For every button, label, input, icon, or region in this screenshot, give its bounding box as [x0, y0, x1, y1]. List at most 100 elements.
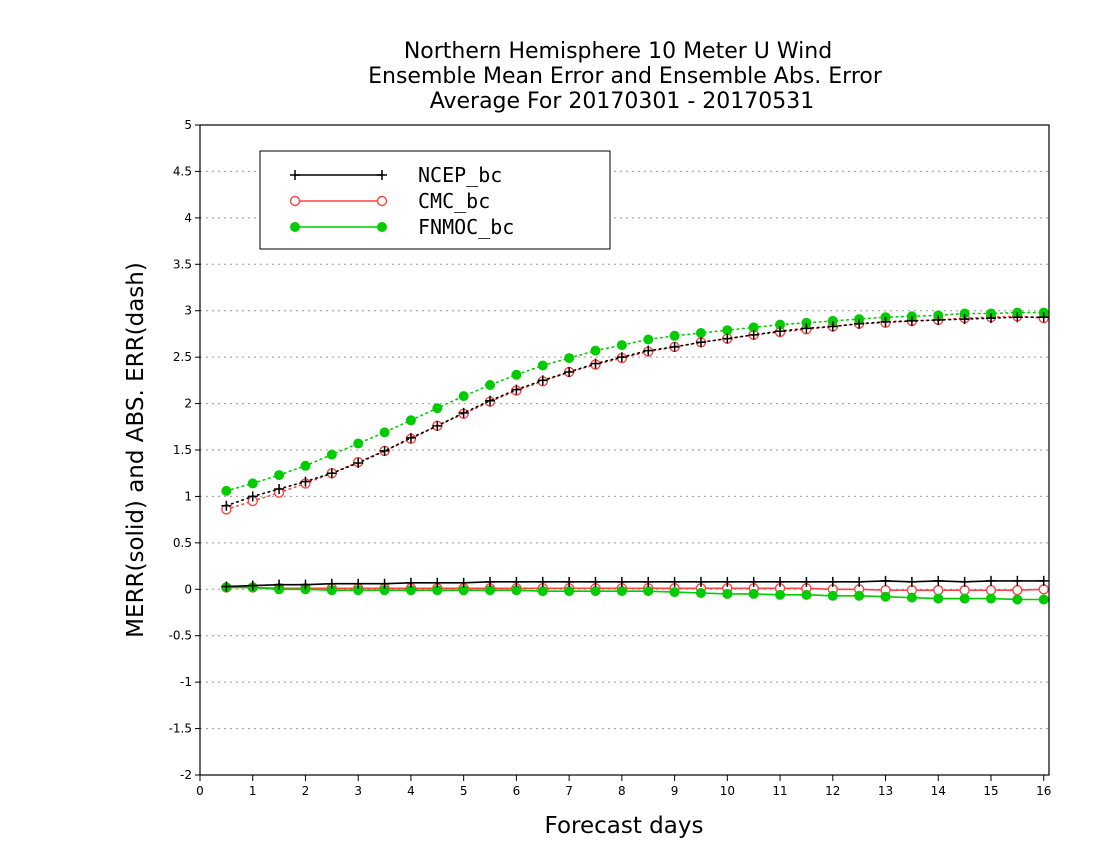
point-ncep-bc-abs-err	[933, 315, 944, 325]
legend-item-cmc-bc: CMC_bc	[289, 189, 490, 213]
point-ncep-bc-merr	[511, 576, 522, 587]
point-ncep-bc-merr	[880, 575, 891, 586]
legend-item-fnmoc-bc: FNMOC_bc	[290, 215, 514, 239]
title-line-3: Average For 20170301 - 20170531	[430, 89, 815, 114]
series-ncep-bc	[221, 312, 1049, 592]
y-tick-label: 2	[184, 397, 192, 411]
point-ncep-bc-merr	[775, 576, 786, 587]
x-tick-label: 2	[302, 784, 310, 798]
point-ncep-bc-abs-err	[722, 333, 733, 344]
legend-swatch-marker	[377, 170, 387, 180]
point-ncep-bc-abs-err	[326, 468, 337, 479]
point-cmc-bc-merr	[959, 585, 970, 596]
legend-swatch-marker	[290, 222, 300, 232]
point-ncep-bc-abs-err	[405, 432, 416, 443]
point-ncep-bc-abs-err	[801, 323, 812, 334]
point-fnmoc-bc-merr	[854, 590, 865, 601]
point-fnmoc-bc-merr	[775, 589, 786, 600]
point-ncep-bc-merr	[326, 578, 337, 589]
point-ncep-bc-merr	[432, 577, 443, 588]
y-tick-label: 4	[184, 211, 192, 225]
point-ncep-bc-merr	[985, 575, 996, 586]
point-fnmoc-bc-merr	[933, 593, 944, 604]
point-fnmoc-bc-abs-err	[247, 478, 258, 489]
point-cmc-bc-merr	[1038, 584, 1049, 595]
legend-swatch-marker	[376, 195, 388, 207]
point-ncep-bc-merr	[537, 576, 548, 587]
point-ncep-bc-merr	[827, 576, 838, 587]
point-ncep-bc-abs-err	[748, 329, 759, 340]
point-fnmoc-bc-merr	[880, 591, 891, 602]
point-ncep-bc-merr	[1012, 575, 1023, 586]
point-fnmoc-bc-abs-err	[353, 438, 364, 449]
point-ncep-bc-abs-err	[511, 384, 522, 395]
x-tick-label: 11	[772, 784, 787, 798]
legend-swatch-marker	[290, 170, 300, 180]
point-fnmoc-bc-merr	[643, 586, 654, 597]
point-ncep-bc-merr	[1038, 575, 1049, 586]
point-fnmoc-bc-abs-err	[643, 334, 654, 345]
point-fnmoc-bc-abs-err	[511, 369, 522, 380]
y-tick-label: 0	[184, 582, 192, 596]
point-ncep-bc-abs-err	[353, 458, 364, 468]
point-ncep-bc-abs-err	[221, 500, 232, 511]
point-fnmoc-bc-merr	[1012, 594, 1023, 605]
point-ncep-bc-abs-err	[880, 316, 891, 327]
point-fnmoc-bc-merr	[959, 593, 970, 604]
title-line-1: Northern Hemisphere 10 Meter U Wind	[404, 39, 832, 64]
y-tick-label: -1	[180, 675, 192, 689]
y-tick-label: 2.5	[173, 350, 192, 364]
point-ncep-bc-abs-err	[432, 420, 443, 431]
point-ncep-bc-abs-err	[775, 326, 786, 337]
point-fnmoc-bc-merr	[511, 585, 522, 596]
point-fnmoc-bc-abs-err	[722, 325, 733, 336]
point-ncep-bc-abs-err	[590, 358, 601, 369]
x-tick-label: 6	[513, 784, 521, 798]
point-ncep-bc-abs-err	[906, 315, 917, 326]
point-ncep-bc-abs-err	[695, 337, 706, 348]
point-ncep-bc-abs-err	[564, 367, 575, 377]
series-layer	[221, 307, 1049, 605]
point-ncep-bc-merr	[590, 576, 601, 587]
point-fnmoc-bc-merr	[616, 586, 627, 597]
point-ncep-bc-merr	[379, 578, 390, 589]
point-ncep-bc-abs-err	[458, 407, 469, 418]
x-tick-label: 9	[671, 784, 679, 798]
point-fnmoc-bc-abs-err	[274, 470, 285, 481]
point-ncep-bc-merr	[801, 576, 812, 587]
point-fnmoc-bc-merr	[485, 585, 496, 596]
point-ncep-bc-abs-err	[959, 314, 970, 325]
y-tick-label: -2	[180, 768, 192, 782]
point-ncep-bc-merr	[854, 576, 865, 587]
legend-label-fnmoc-bc: FNMOC_bc	[418, 215, 514, 239]
point-ncep-bc-merr	[485, 576, 496, 587]
point-ncep-bc-merr	[643, 576, 654, 587]
x-tick-label: 16	[1036, 784, 1051, 798]
point-ncep-bc-merr	[353, 578, 364, 589]
point-ncep-bc-abs-err	[379, 445, 390, 456]
y-tick-label: 1	[184, 489, 192, 503]
point-fnmoc-bc-abs-err	[616, 340, 627, 351]
legend-label-ncep-bc: NCEP_bc	[418, 163, 502, 187]
legend-item-ncep-bc: NCEP_bc	[290, 163, 502, 187]
point-cmc-bc-merr	[1012, 585, 1023, 596]
x-tick-label: 3	[354, 784, 362, 798]
y-tick-label: 3	[184, 304, 192, 318]
point-fnmoc-bc-merr	[722, 588, 733, 599]
point-fnmoc-bc-abs-err	[326, 449, 337, 460]
x-tick-label: 1	[249, 784, 257, 798]
point-ncep-bc-abs-err	[643, 345, 654, 356]
point-ncep-bc-merr	[906, 576, 917, 587]
point-fnmoc-bc-abs-err	[695, 328, 706, 338]
point-ncep-bc-merr	[959, 576, 970, 587]
point-ncep-bc-abs-err	[827, 321, 838, 332]
series-ncep-bc-abs-err-line	[225, 316, 1045, 507]
point-ncep-bc-abs-err	[985, 313, 996, 324]
point-fnmoc-bc-merr	[537, 586, 548, 597]
x-tick-label: 10	[720, 784, 735, 798]
point-ncep-bc-abs-err	[616, 352, 627, 363]
legend-label-cmc-bc: CMC_bc	[418, 189, 490, 213]
y-tick-label: -1.5	[169, 722, 192, 736]
series-cmc-bc-abs-err-line	[225, 315, 1045, 511]
